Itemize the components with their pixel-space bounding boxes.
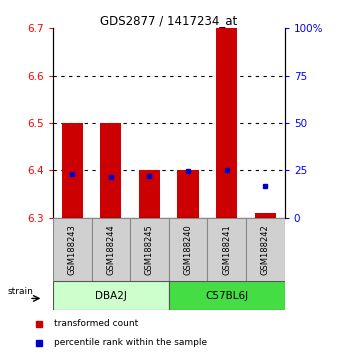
Text: percentile rank within the sample: percentile rank within the sample	[54, 338, 207, 347]
Text: GSM188240: GSM188240	[183, 224, 193, 275]
Text: GSM188241: GSM188241	[222, 224, 231, 275]
Bar	[139, 170, 160, 218]
Bar	[100, 123, 121, 218]
Title: GDS2877 / 1417234_at: GDS2877 / 1417234_at	[100, 14, 237, 27]
Text: transformed count: transformed count	[54, 319, 138, 329]
Bar	[61, 123, 83, 218]
Bar	[130, 218, 169, 281]
Text: GSM188244: GSM188244	[106, 224, 115, 275]
Bar	[255, 213, 276, 218]
Text: GSM188245: GSM188245	[145, 224, 154, 275]
Text: GSM188242: GSM188242	[261, 224, 270, 275]
Bar	[169, 281, 285, 310]
Bar	[53, 218, 91, 281]
Bar	[91, 218, 130, 281]
Bar	[207, 218, 246, 281]
Bar	[53, 281, 169, 310]
Text: DBA2J: DBA2J	[95, 291, 127, 301]
Text: GSM188243: GSM188243	[68, 224, 77, 275]
Text: C57BL6J: C57BL6J	[205, 291, 248, 301]
Text: strain: strain	[8, 287, 34, 296]
Bar	[169, 218, 207, 281]
Bar	[216, 28, 237, 218]
Bar	[246, 218, 285, 281]
Bar	[177, 170, 199, 218]
